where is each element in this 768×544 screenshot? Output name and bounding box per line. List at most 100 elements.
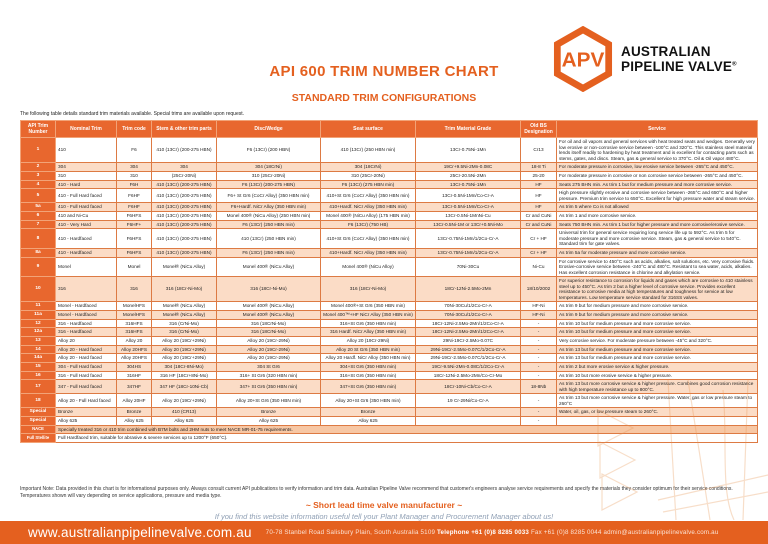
cell-trim-code: F6HF+	[116, 219, 152, 230]
col-header-stem-parts: Stem & other trim parts	[151, 120, 217, 138]
cell-service: As trim 9 but for medium pressure and mo…	[556, 301, 758, 311]
footer-address: 70-78 Stanbel Road Salisbury Plain, Sout…	[265, 529, 436, 536]
table-row: 12a 316 - Hardfaced 316HFS 316 (CrNi-Mo) 316…	[20, 327, 758, 337]
page-title: API 600 TRIM NUMBER CHART	[269, 63, 499, 80]
cell-stem-parts: 410 (CR13)	[151, 407, 217, 418]
cell-old-bs-designation: HF-Ni	[520, 310, 557, 320]
cell-api-trim-number: 15	[20, 361, 56, 372]
col-header-nominal-trim: Nominal Trim	[55, 120, 117, 138]
cell-stem-parts: 410 (13Cr) (200-275 HBN)	[151, 247, 217, 258]
footer-phone-label: Telephone	[437, 529, 470, 536]
cell-disc-wedge: Alloy 20 (19Cr-29Ni)	[216, 353, 321, 363]
cell-trim-material-grade: 13Cr-0.75Ni-1Mn	[415, 136, 521, 164]
cell-api-trim-number: 5a	[20, 202, 56, 212]
cell-disc-wedge: 316 (18CrNi-Mo)	[216, 327, 321, 337]
cell-trim-material-grade	[415, 416, 521, 426]
cell-old-bs-designation: Cr + HF	[520, 247, 557, 258]
cell-disc-wedge: 410 (13Cr) (250 HBN min)	[216, 228, 321, 249]
cell-service: Very corrosive service. For moderate pre…	[556, 335, 758, 346]
cell-api-trim-number: 13	[20, 335, 56, 346]
cell-disc-wedge: F6 (13Cr) (250 HBN min)	[216, 219, 321, 230]
important-note: Important Note: Data provided in this ch…	[20, 486, 733, 499]
cell-disc-wedge: Monel 400® (NiCu Alloy)	[216, 301, 321, 311]
col-header-trim-material-grade: Trim Material Grade	[415, 120, 521, 138]
cell-service: Seats 275 BHN min. As trim 1 but for med…	[556, 179, 758, 190]
cell-trim-material-grade: 18Cr-12Ni-2.5Mo-2Mn/1/2Co-Cr-A	[415, 318, 521, 329]
cell-seat-surface: 316 (18Cr-Ni-Mo)	[320, 276, 416, 303]
cell-seat-surface: Bronze	[320, 407, 416, 418]
cell-trim-material-grade: 19 Cr-29Ni/Co-Cr-A	[415, 393, 521, 409]
table-row: 10 316 316 316 (18Cr-Ni-Mo) 316 (18Cr-Ni-Mo)…	[20, 276, 758, 303]
cell-nominal-trim: Alloy 20 - Full Hard faced	[55, 393, 117, 409]
table-row: 16 316 - Full Hard faced 316HF 316 HF (18Cr…	[20, 370, 758, 381]
cell-stem-parts: 304	[151, 162, 217, 172]
footer-url-link[interactable]: www.australianpipelinevalve.com.au	[28, 525, 252, 540]
cell-trim-material-grade: 13Cr-0.5Ni-1MnNi-Cu	[415, 210, 521, 221]
cell-trim-code: F6	[116, 136, 152, 164]
cell-trim-code: F6H	[116, 179, 152, 190]
cell-trim-code: Alloy 20HFS	[116, 353, 152, 363]
cell-seat-surface: Monel 400™+HF NiCr Alloy (350 HBN min)	[320, 310, 416, 320]
cell-nominal-trim: 347 - Full Hard faced	[55, 379, 117, 395]
cell-service: For oil and oil vapors and general servi…	[556, 136, 758, 164]
cell-nominal-trim: 304 - Full Hard faced	[55, 361, 117, 372]
cell-span-text: Specially treated 316 or 410 trim combin…	[55, 424, 758, 435]
cell-stem-parts: 410 (13Cr) (200-275 HBN)	[151, 188, 217, 204]
cell-stem-parts: 410 (13Cr) (200-275 HBN)	[151, 228, 217, 249]
company-name-line2: PIPELINE VALVE	[621, 59, 733, 74]
cell-disc-wedge: Alloy 625	[216, 416, 321, 426]
table-header: API Trim Number Nominal Trim Trim code S…	[20, 120, 758, 138]
cell-stem-parts: 316 (CrNi-Mo)	[151, 318, 217, 329]
cell-nominal-trim: 410 - Hardfaced	[55, 228, 117, 249]
cell-disc-wedge: 316 (18CrNi-Mo)	[216, 318, 321, 329]
cell-seat-surface: Monel 400® (NiCu Alloy) (175 HBN min)	[320, 210, 416, 221]
cell-stem-parts: 410 (13Cr) (200-275 HBN)	[151, 179, 217, 190]
cell-seat-surface: 347+St Gr6 (350 HBN min)	[320, 379, 416, 395]
cell-service	[556, 416, 758, 426]
cell-trim-material-grade: 70Ni-30Cu/1/2Co-Cr-A	[415, 310, 521, 320]
cell-nominal-trim: Alloy 625	[55, 416, 117, 426]
cell-api-trim-number: Special	[20, 416, 56, 426]
cell-trim-code: 347HF	[116, 379, 152, 395]
table-row: 14a Alloy 20 - Hard faced Alloy 20HFS Alloy…	[20, 353, 758, 363]
cell-trim-material-grade: 13Cr-0.75Ni-1Mn	[415, 179, 521, 190]
cell-trim-material-grade: 29Ni-19Cr-2.5Mo-0.07C	[415, 335, 521, 346]
cell-seat-surface: Alloy 20 Hardf. NiCr Alloy (350 HBN min)	[320, 353, 416, 363]
table-row: Special Alloy 625 Alloy 625 Alloy 625 Alloy …	[20, 416, 758, 426]
cell-stem-parts: 304 (18Cr-8Ni-Mo)	[151, 361, 217, 372]
cell-seat-surface: Alloy 20+St Gr6 (350 HBN min)	[320, 393, 416, 409]
cell-trim-code: 316HF	[116, 370, 152, 381]
cell-disc-wedge: 304 St Gr6	[216, 361, 321, 372]
cell-stem-parts: 316 (18Cr-Ni-Mo)	[151, 276, 217, 303]
cell-trim-code: Bronze	[116, 407, 152, 418]
table-row: 4 410 - Hard F6H 410 (13Cr) (200-275 HBN) F6…	[20, 179, 758, 190]
cell-seat-surface: 410+St Gr6 (CoCr Alloy) (350 HBN min)	[320, 188, 416, 204]
company-name-line1: AUSTRALIAN	[621, 43, 711, 59]
company-logo: APV AUSTRALIAN PIPELINE VALVE®	[552, 26, 737, 92]
footer-email-link[interactable]: admin@australianpipelinevalve.com.au	[603, 529, 719, 536]
cell-trim-material-grade: 25Cr-20.5Ni-2Mn	[415, 170, 521, 181]
cell-seat-surface: Alloy 20 (19Cr-29Ni)	[320, 335, 416, 346]
cell-seat-surface: Monel 400® (NiCu Alloy)	[320, 256, 416, 278]
cell-seat-surface: 410+Hardf. NiCr Alloy (350 HBN min)	[320, 247, 416, 258]
cell-trim-code: F6HFS	[116, 210, 152, 221]
cell-old-bs-designation: -	[520, 318, 557, 329]
cell-old-bs-designation: Ni-Cu	[520, 256, 557, 278]
table-row: 11a Monel - Hardfaced MonelHFS Monel® (NiCu…	[20, 310, 758, 320]
cell-trim-material-grade: 18Cr-12Ni-2.5Mo-2Mn	[415, 276, 521, 303]
cell-seat-surface: F6 (13Cr) (750 HB)	[320, 219, 416, 230]
cell-nominal-trim: Alloy 20	[55, 335, 117, 346]
cell-service: For moderate pressure in corrosive or no…	[556, 170, 758, 181]
cell-disc-wedge: Monel 400® (NiCu Alloy) (250 HBN min)	[216, 210, 321, 221]
cell-old-bs-designation: -	[520, 353, 557, 363]
cell-trim-material-grade: 13Cr-0.5Ni-1Mn/Co-Cr-A	[415, 202, 521, 212]
cell-row-label: Full Stellite	[20, 433, 56, 443]
cell-api-trim-number: 12a	[20, 327, 56, 337]
cell-nominal-trim: Monel	[55, 256, 117, 278]
cell-stem-parts: 410 (13Cr) (200-275 HBN)	[151, 210, 217, 221]
col-header-trim-code: Trim code	[116, 120, 152, 138]
cell-trim-code: Alloy 20HFS	[116, 344, 152, 355]
cell-nominal-trim: Monel - Hardfaced	[55, 310, 117, 320]
cell-service: As trim 2 but more erosive service & hig…	[556, 361, 758, 372]
cell-disc-wedge: Alloy 20 (19Cr-29Ni)	[216, 344, 321, 355]
